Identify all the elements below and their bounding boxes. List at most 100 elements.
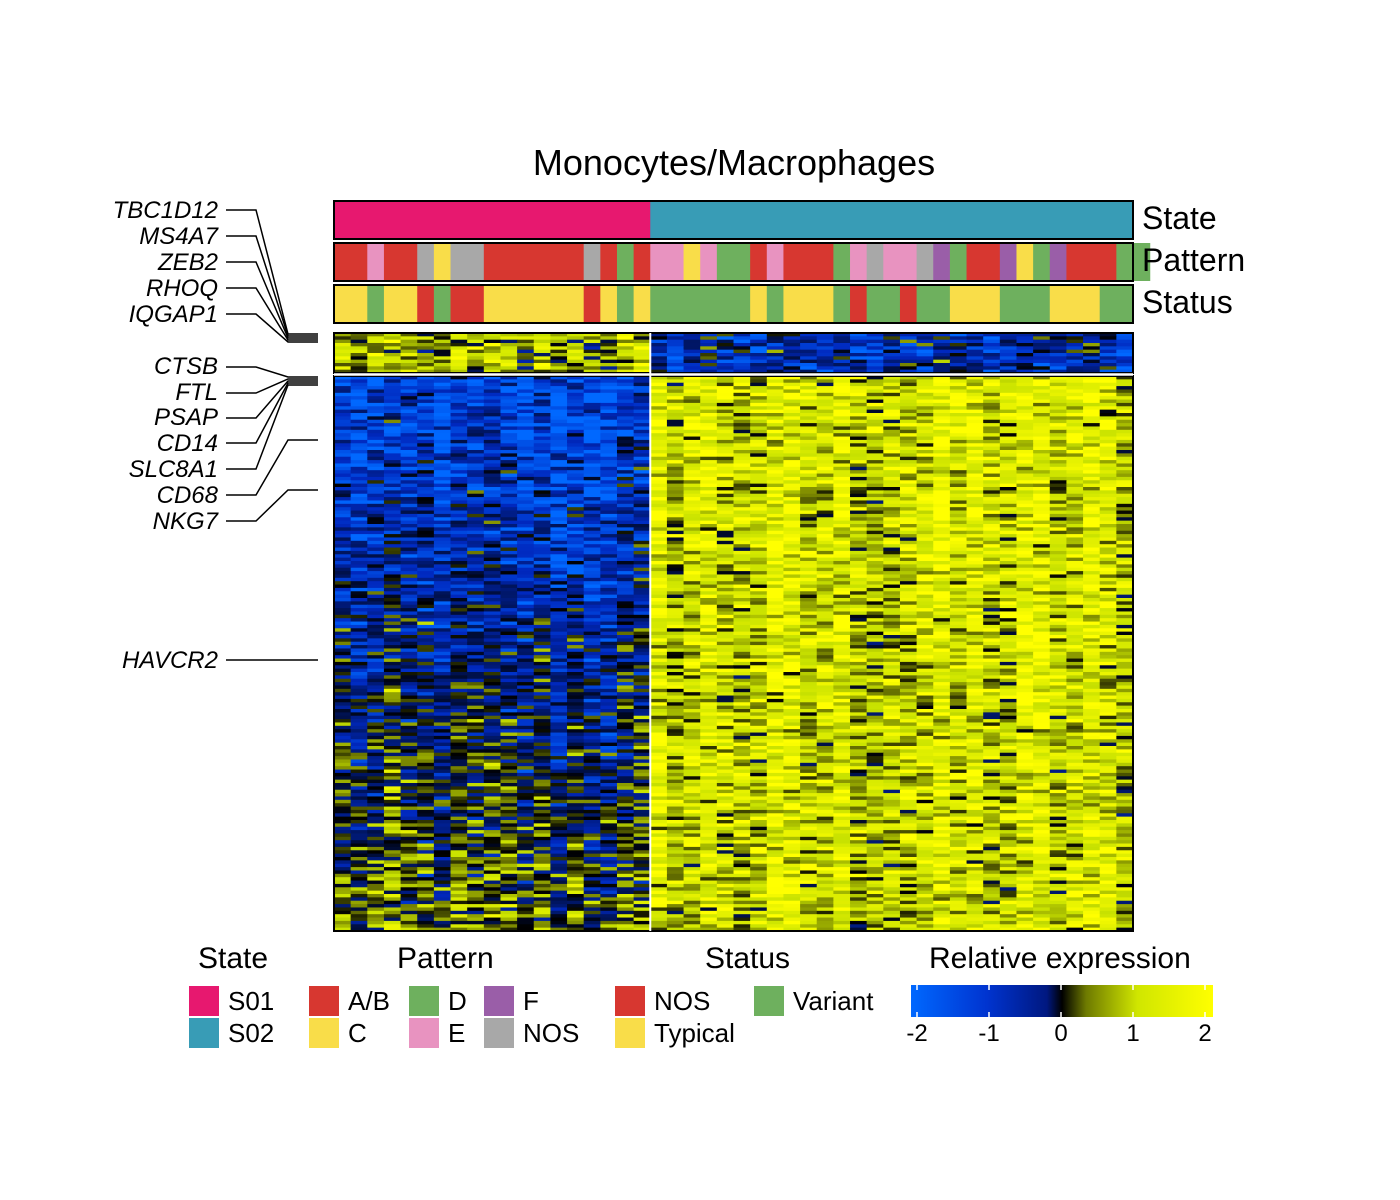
- heatmap-cell: [400, 524, 418, 528]
- heatmap-cell: [883, 346, 901, 351]
- heatmap-cell: [833, 665, 851, 670]
- heatmap-cell: [750, 493, 768, 498]
- heatmap-cell: [350, 534, 368, 538]
- heatmap-cell: [334, 363, 352, 367]
- heatmap-cell: [400, 336, 418, 341]
- heatmap-cell: [616, 672, 635, 676]
- heatmap-cell: [1099, 419, 1117, 424]
- heatmap-cell: [783, 419, 801, 424]
- heatmap-cell: [1083, 369, 1101, 374]
- heatmap-cell: [583, 628, 601, 633]
- heatmap-cell: [350, 356, 368, 361]
- heatmap-cell: [949, 369, 968, 374]
- heatmap-cell: [783, 369, 801, 374]
- heatmap-cell: [916, 363, 934, 367]
- heatmap-cell: [533, 476, 551, 481]
- heatmap-cell: [650, 333, 668, 337]
- heatmap-cell: [600, 463, 618, 468]
- heatmap-cell: [567, 399, 585, 404]
- heatmap-cell: [500, 581, 518, 586]
- heatmap-cell: [833, 604, 851, 609]
- heatmap-cell: [983, 363, 1001, 367]
- heatmap-cell: [1116, 379, 1134, 384]
- heatmap-cell: [517, 611, 535, 616]
- heatmap-cell: [916, 389, 934, 394]
- heatmap-cell: [633, 480, 651, 485]
- heatmap-cell: [899, 638, 918, 643]
- heatmap-cell: [450, 369, 468, 374]
- heatmap-cell: [367, 450, 385, 454]
- heatmap-cell: [650, 507, 668, 512]
- heatmap-cell: [567, 668, 585, 673]
- heatmap-cell: [550, 426, 568, 431]
- heatmap-cell: [1049, 658, 1067, 663]
- heatmap-cell: [866, 624, 884, 629]
- heatmap-cell: [467, 507, 485, 512]
- heatmap-cell: [583, 571, 601, 575]
- heatmap-cell: [633, 399, 651, 404]
- heatmap-cell: [1099, 353, 1117, 357]
- heatmap-cell: [866, 376, 884, 380]
- heatmap-cell: [633, 470, 651, 475]
- heatmap-cell: [1016, 402, 1034, 407]
- heatmap-cell: [850, 527, 868, 532]
- heatmap-cell: [983, 661, 1001, 666]
- heatmap-cell: [616, 436, 635, 441]
- heatmap-cell: [500, 547, 518, 552]
- heatmap-cell: [334, 513, 352, 518]
- heatmap-cell: [716, 466, 734, 471]
- heatmap-cell: [1099, 574, 1117, 579]
- heatmap-cell: [650, 456, 668, 461]
- heatmap-cell: [949, 547, 968, 552]
- heatmap-cell: [1116, 507, 1134, 512]
- heatmap-cell: [883, 520, 901, 525]
- heatmap-cell: [1116, 544, 1134, 549]
- heatmap-cell: [633, 544, 651, 549]
- heatmap-cell: [1066, 483, 1084, 488]
- heatmap-cell: [999, 564, 1017, 569]
- heatmap-cell: [1066, 611, 1084, 616]
- heatmap-cell: [800, 366, 818, 371]
- heatmap-cell: [550, 550, 568, 555]
- heatmap-cell: [1083, 601, 1101, 606]
- heatmap-cell: [650, 544, 668, 549]
- heatmap-cell: [583, 661, 601, 666]
- heatmap-cell: [1083, 540, 1101, 545]
- heatmap-cell: [700, 661, 718, 666]
- heatmap-cell: [766, 577, 784, 582]
- heatmap-cell: [467, 392, 485, 397]
- heatmap-cell: [633, 339, 651, 344]
- heatmap-cell: [616, 564, 635, 569]
- heatmap-cell: [916, 655, 934, 660]
- heatmap-cell: [367, 510, 385, 515]
- heatmap-cell: [467, 339, 485, 344]
- heatmap-cell: [866, 483, 884, 488]
- heatmap-cell: [500, 409, 518, 414]
- heatmap-cell: [666, 399, 685, 404]
- heatmap-cell: [400, 433, 418, 438]
- heatmap-cell: [533, 389, 551, 394]
- heatmap-cell: [999, 483, 1017, 488]
- heatmap-cell: [1049, 490, 1067, 495]
- heatmap-cell: [1049, 624, 1067, 629]
- heatmap-cell: [417, 661, 435, 666]
- heatmap-cell: [650, 366, 668, 371]
- heatmap-cell: [1116, 450, 1134, 454]
- heatmap-cell: [1083, 346, 1101, 351]
- heatmap-cell: [334, 534, 352, 538]
- annotation-pattern-segment: [1066, 243, 1117, 281]
- heatmap-cell: [766, 513, 784, 518]
- heatmap-cell: [1016, 392, 1034, 397]
- heatmap-cell: [500, 567, 518, 572]
- heatmap-cell: [517, 530, 535, 535]
- heatmap-cell: [683, 423, 701, 427]
- heatmap-cell: [1049, 574, 1067, 579]
- heatmap-cell: [483, 426, 501, 431]
- heatmap-cell: [1066, 624, 1084, 629]
- heatmap-cell: [533, 339, 551, 344]
- heatmap-cell: [1049, 668, 1067, 673]
- heatmap-cell: [733, 392, 751, 397]
- heatmap-cell: [966, 557, 984, 562]
- heatmap-cell: [350, 564, 368, 569]
- heatmap-cell: [783, 359, 801, 364]
